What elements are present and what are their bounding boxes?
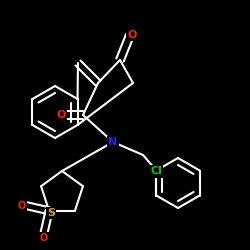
Text: O: O bbox=[18, 201, 26, 211]
Text: S: S bbox=[47, 208, 55, 218]
Text: O: O bbox=[56, 110, 66, 120]
Text: N: N bbox=[108, 137, 118, 147]
Text: O: O bbox=[40, 233, 48, 243]
Text: O: O bbox=[127, 30, 137, 40]
Text: Cl: Cl bbox=[150, 166, 162, 176]
